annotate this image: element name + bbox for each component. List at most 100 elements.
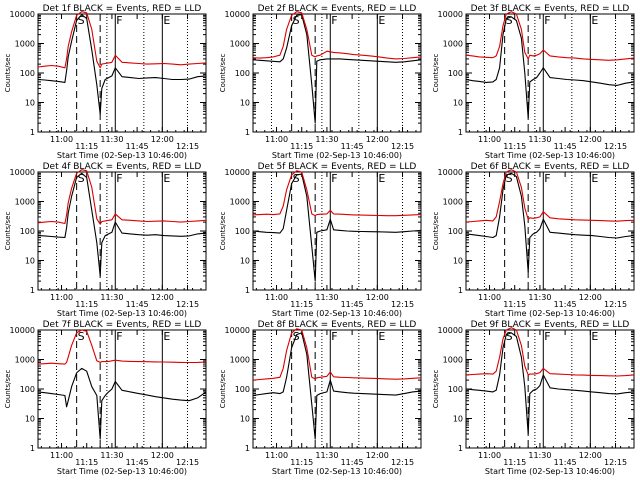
y-tick-label: 1	[30, 444, 35, 453]
y-tick-label: 10000	[225, 326, 250, 335]
y-tick-label: 100	[448, 227, 463, 236]
marker-label: S	[506, 14, 513, 27]
x-tick-label: 11:15	[503, 458, 526, 467]
y-tick-label: 100	[20, 385, 35, 394]
plot-frame	[37, 329, 207, 449]
x-tick-label: 11:00	[265, 135, 288, 144]
y-axis-label: Counts/sec	[4, 212, 12, 251]
x-tick-label: 11:45	[341, 142, 364, 151]
x-tick-label: 11:00	[478, 135, 501, 144]
y-tick-label: 10	[240, 257, 250, 266]
y-tick-label: 100	[235, 227, 250, 236]
x-axis-label: Start Time (02-Sep-13 10:46:00)	[272, 467, 402, 476]
y-tick-label: 10	[453, 257, 463, 266]
y-tick-label: 1	[458, 444, 463, 453]
y-tick-label: 10000	[225, 168, 250, 177]
y-tick-label: 1000	[443, 198, 463, 207]
series-line-lld	[252, 11, 422, 60]
y-axis-label: Counts/sec	[4, 54, 12, 93]
y-tick-label: 100	[448, 69, 463, 78]
y-tick-label: 10000	[438, 168, 463, 177]
marker-label: E	[163, 14, 170, 27]
x-tick-label: 11:30	[315, 451, 338, 460]
series-line-events	[465, 172, 635, 273]
marker-label: S	[506, 330, 513, 343]
y-tick-label: 10	[25, 99, 35, 108]
y-tick-label: 10000	[438, 10, 463, 19]
x-tick-label: 11:15	[290, 300, 313, 309]
x-tick-label: 12:00	[151, 451, 174, 460]
marker-label: F	[116, 330, 122, 343]
x-tick-label: 11:30	[315, 293, 338, 302]
x-tick-label: 12:15	[604, 300, 627, 309]
plot-frame	[252, 13, 422, 133]
x-axis-label: Start Time (02-Sep-13 10:46:00)	[485, 309, 615, 318]
y-axis-label: Counts/sec	[432, 212, 440, 251]
x-tick-label: 12:15	[604, 142, 627, 151]
x-tick-label: 12:00	[579, 451, 602, 460]
y-tick-label: 1	[245, 286, 250, 295]
marker-label: F	[331, 14, 337, 27]
y-tick-label: 1	[30, 286, 35, 295]
marker-label: S	[293, 172, 300, 185]
panel-title: Det 8f BLACK = Events, RED = LLD	[258, 320, 417, 330]
y-tick-label: 1	[458, 286, 463, 295]
y-tick-label: 1000	[230, 40, 250, 49]
y-tick-label: 1000	[15, 356, 35, 365]
y-tick-label: 10	[453, 99, 463, 108]
marker-label: S	[293, 14, 300, 27]
x-tick-label: 11:45	[126, 142, 149, 151]
y-tick-label: 1000	[15, 40, 35, 49]
plot-frame	[252, 171, 422, 291]
x-tick-label: 11:15	[290, 458, 313, 467]
x-tick-label: 11:00	[478, 293, 501, 302]
marker-label: F	[116, 172, 122, 185]
panel-title: Det 9f BLACK = Events, RED = LLD	[471, 320, 630, 330]
panel-title: Det 1f BLACK = Events, RED = LLD	[43, 4, 202, 14]
plot-frame	[252, 329, 422, 449]
x-axis-label: Start Time (02-Sep-13 10:46:00)	[272, 309, 402, 318]
marker-label: E	[591, 330, 598, 343]
y-tick-label: 1000	[230, 198, 250, 207]
y-tick-label: 1000	[230, 356, 250, 365]
series-line-lld	[465, 169, 635, 223]
marker-label: F	[544, 330, 550, 343]
x-axis-label: Start Time (02-Sep-13 10:46:00)	[57, 151, 187, 160]
x-tick-label: 11:45	[554, 458, 577, 467]
y-axis-label: Counts/sec	[432, 370, 440, 409]
x-tick-label: 12:15	[391, 458, 414, 467]
plot-frame	[465, 171, 635, 291]
x-tick-label: 12:15	[176, 458, 199, 467]
panel-title: Det 3f BLACK = Events, RED = LLD	[471, 4, 630, 14]
x-tick-label: 11:00	[50, 451, 73, 460]
series-line-events	[37, 14, 207, 115]
y-tick-label: 100	[448, 385, 463, 394]
marker-label: E	[591, 172, 598, 185]
y-tick-label: 10000	[438, 326, 463, 335]
marker-label: S	[506, 172, 513, 185]
y-tick-label: 1000	[443, 356, 463, 365]
x-tick-label: 11:15	[75, 300, 98, 309]
series-line-lld	[37, 11, 207, 69]
marker-label: E	[591, 14, 598, 27]
x-tick-label: 11:15	[75, 458, 98, 467]
y-tick-label: 10000	[225, 10, 250, 19]
panel-4: S F E11010010001000011:0011:1511:3011:4512…	[4, 162, 207, 318]
x-tick-label: 12:00	[579, 135, 602, 144]
x-tick-label: 11:30	[528, 451, 551, 460]
y-tick-label: 100	[20, 227, 35, 236]
y-tick-label: 1000	[15, 198, 35, 207]
panel-title: Det 7f BLACK = Events, RED = LLD	[43, 320, 202, 330]
y-tick-label: 100	[235, 385, 250, 394]
x-tick-label: 11:15	[75, 142, 98, 151]
plot-frame	[465, 329, 635, 449]
x-tick-label: 12:00	[366, 293, 389, 302]
x-tick-label: 12:00	[366, 135, 389, 144]
panel-9: S F E11010010001000011:0011:1511:3011:4512…	[432, 320, 635, 476]
series-line-events	[37, 172, 207, 277]
series-line-lld	[252, 328, 422, 381]
series-line-lld	[465, 11, 635, 61]
x-tick-label: 11:00	[50, 135, 73, 144]
series-line-events	[465, 16, 635, 119]
x-tick-label: 11:15	[503, 142, 526, 151]
